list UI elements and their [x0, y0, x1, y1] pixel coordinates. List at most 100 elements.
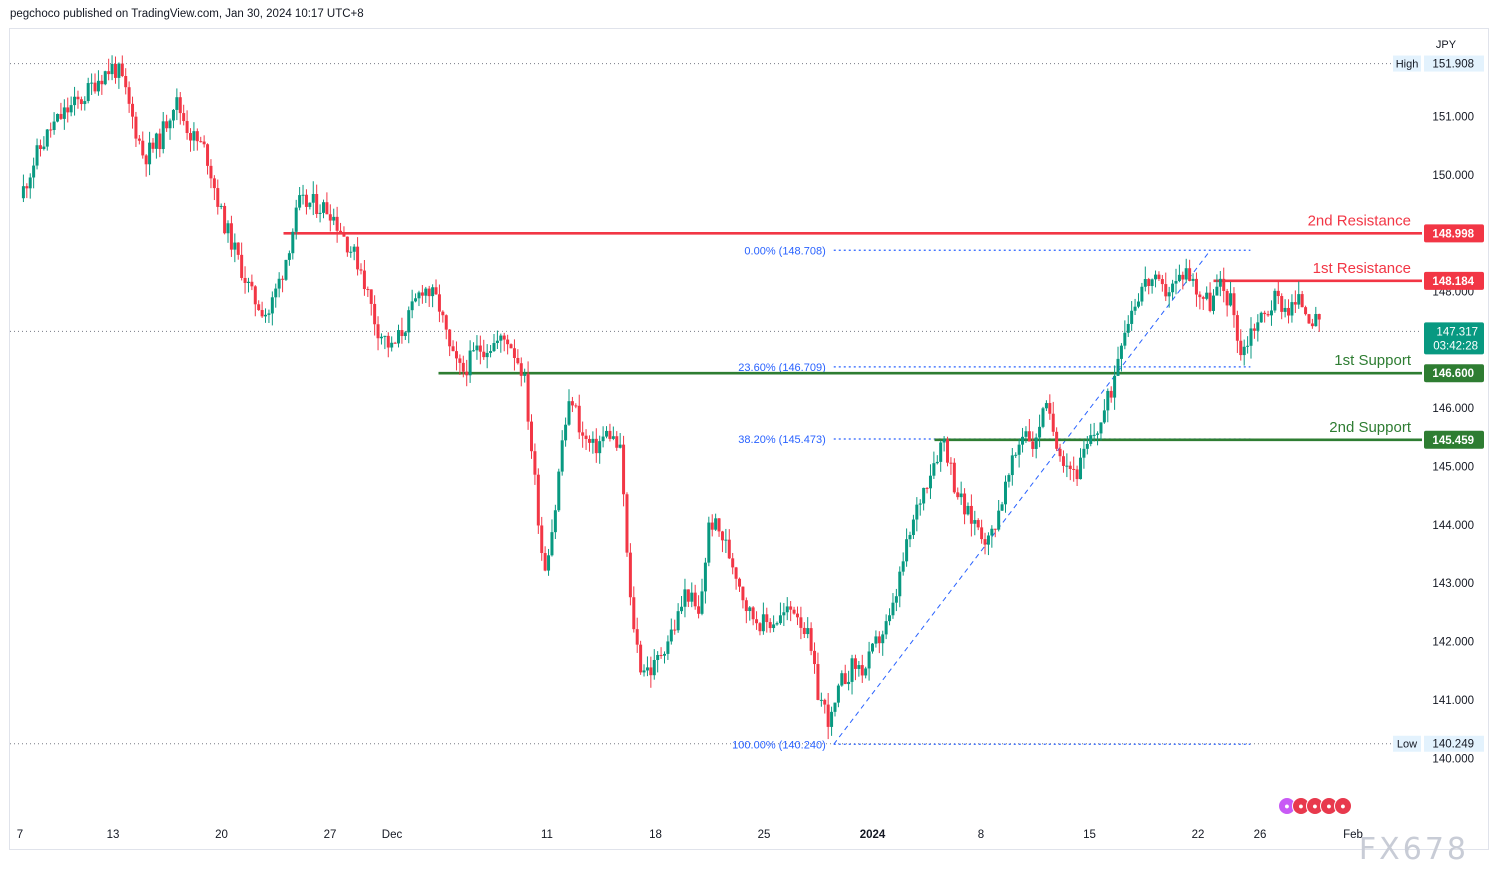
candle-body: [434, 287, 438, 295]
candle-body: [175, 97, 179, 110]
resistance-badge: [1424, 224, 1484, 243]
candle-body: [393, 342, 397, 344]
x-tick-label: 7: [17, 829, 23, 841]
candle-body: [877, 636, 881, 644]
candle-body: [79, 99, 83, 105]
candle-body: [1208, 292, 1212, 311]
candle-body: [482, 351, 486, 358]
support-badge: [1424, 364, 1484, 383]
candle-body: [376, 324, 380, 339]
candle-body: [206, 144, 210, 166]
candle-body: [966, 505, 970, 515]
candle-body: [270, 297, 274, 314]
candle-body: [1003, 481, 1007, 505]
candle-body: [744, 600, 748, 612]
candle-body: [833, 702, 837, 712]
publisher-caption: pegchoco published on TradingView.com, J…: [10, 8, 364, 20]
candle-body: [246, 281, 250, 283]
candle-body: [632, 597, 636, 630]
candle-body: [768, 622, 772, 629]
extreme-label: Low: [1397, 739, 1417, 751]
candle-body: [993, 528, 997, 530]
candle-body: [1092, 434, 1096, 436]
x-tick-label: 15: [1083, 829, 1096, 841]
economic-events-strip[interactable]: ● ● ● ● ●: [1278, 797, 1352, 817]
x-tick-label: 18: [649, 829, 662, 841]
candle-body: [83, 101, 87, 105]
candle-body: [458, 358, 462, 363]
candle-body: [379, 336, 383, 339]
candle-body: [451, 346, 455, 352]
candle-body: [761, 614, 765, 632]
fib-retracement[interactable]: 0.00% (148.708) 23.60% (146.709) 38.20% (1…: [732, 245, 1251, 751]
candle-body: [666, 641, 670, 654]
candle-body: [1198, 294, 1202, 298]
price-axis[interactable]: JPY 151.000150.000149.000148.000147.0001…: [1432, 39, 1474, 765]
candle-body: [693, 592, 697, 607]
candle-body: [1116, 358, 1120, 376]
candle-body: [73, 96, 77, 106]
candle-body: [830, 711, 834, 727]
y-tick-label: 145.000: [1432, 462, 1474, 474]
candle-body: [881, 634, 885, 644]
candle-body: [697, 606, 701, 614]
candle-body: [1007, 475, 1011, 482]
extreme-value: 140.249: [1432, 739, 1474, 751]
candle-body: [304, 194, 308, 207]
candle-body: [662, 653, 666, 656]
candle-body: [414, 298, 418, 302]
candle-body: [120, 63, 124, 77]
candle-body: [1212, 295, 1215, 311]
candle-body: [339, 230, 343, 234]
candle-body: [683, 589, 687, 607]
candle-body: [90, 82, 94, 84]
extreme-label-bg: [1393, 735, 1421, 752]
candle-body: [489, 351, 493, 353]
y-tick-label: 141.000: [1432, 695, 1474, 707]
x-tick-label: 27: [324, 829, 337, 841]
economic-event-flag-icon[interactable]: ●: [1306, 797, 1324, 815]
candle-body: [922, 487, 926, 504]
candle-body: [587, 438, 591, 443]
candle-body: [281, 278, 285, 280]
time-axis[interactable]: 7 13 20 27 Dec 11 18 25 2024 8 15 22 26 Feb: [17, 829, 1363, 841]
candle-body: [536, 474, 540, 526]
candle-body: [973, 520, 977, 524]
candle-body: [731, 558, 735, 568]
candle-body: [1259, 312, 1263, 323]
candle-body: [1246, 345, 1250, 347]
candle-body: [1113, 375, 1117, 398]
candle-body: [59, 113, 63, 119]
candle-body: [192, 131, 196, 141]
economic-event-flag-icon[interactable]: ●: [1334, 797, 1352, 815]
candle-body: [151, 142, 155, 149]
candle-body: [131, 103, 135, 117]
candle-body: [639, 644, 643, 673]
candle-body: [918, 503, 922, 505]
candle-body: [673, 629, 677, 631]
candle-body: [605, 430, 609, 437]
candle-body: [519, 363, 523, 376]
candle-body: [168, 120, 172, 129]
fib-trend-line[interactable]: [833, 249, 1211, 745]
candle-body: [1157, 274, 1161, 280]
candle-body: [871, 643, 874, 652]
support-label: 2nd Support: [1329, 419, 1412, 436]
x-tick-label: 25: [758, 829, 771, 841]
candle-body: [325, 202, 329, 215]
candle-body: [564, 424, 568, 441]
extreme-value: 151.908: [1432, 59, 1474, 71]
candle-body: [1068, 465, 1072, 469]
candle-body: [901, 561, 905, 572]
candle-body: [62, 107, 66, 119]
candle-body: [853, 658, 857, 669]
candle-body: [1160, 279, 1164, 285]
candle-body: [134, 116, 138, 139]
candle-body: [1140, 286, 1144, 302]
candle-body: [727, 539, 731, 559]
candle-body: [911, 519, 915, 536]
candle-body: [997, 510, 1001, 530]
support-resistance-levels[interactable]: 2nd Resistance 1st Resistance 1st Support 2…: [283, 212, 1423, 442]
candle-body: [49, 129, 53, 131]
